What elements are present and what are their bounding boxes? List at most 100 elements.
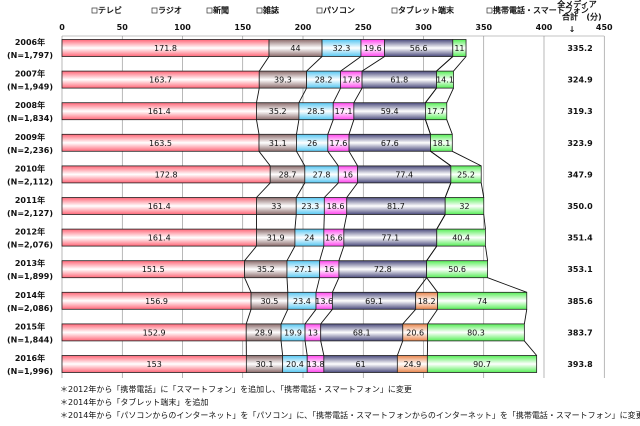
connector-line: [315, 277, 321, 293]
connector-line: [426, 245, 438, 261]
connector-line: [346, 182, 358, 198]
connector-line: [258, 151, 271, 167]
bar-value-label: 35.2: [257, 265, 275, 274]
bar-value-label: 161.4: [148, 202, 171, 211]
connector-line: [430, 150, 452, 167]
bar-segment: [425, 102, 448, 121]
connector-line: [245, 309, 252, 325]
bar-value-label: 31.1: [269, 139, 287, 148]
total-value: 323.9: [567, 139, 593, 148]
category-n: (N=2,076): [7, 241, 53, 250]
category-year: 2006年: [15, 37, 45, 47]
category-year: 2010年: [15, 163, 45, 173]
connector-line: [436, 56, 454, 72]
bar-value-label: 23.4: [293, 297, 311, 306]
category-year: 2011年: [15, 195, 45, 205]
bar-value-label: 74: [477, 297, 487, 306]
category-year: 2012年: [15, 227, 45, 237]
bar-value-label: 35.2: [269, 107, 287, 116]
bar-value-label: 153: [147, 360, 162, 369]
bar-value-label: 24: [304, 234, 314, 243]
bar-value-label: 11: [454, 44, 464, 53]
connector-line: [296, 151, 306, 167]
connector-line: [425, 87, 437, 103]
total-value: 335.2: [567, 44, 592, 53]
legend-swatch: [151, 7, 158, 14]
bar-value-label: 17.1: [335, 107, 353, 116]
bar-value-label: 13: [308, 328, 318, 337]
bar-value-label: 32: [459, 202, 469, 211]
bar-value-label: 77.1: [381, 234, 399, 243]
bar-value-label: 56.6: [410, 44, 428, 53]
bar-value-label: 33: [271, 202, 281, 211]
total-value: 393.8: [567, 360, 593, 369]
connector-line: [332, 87, 341, 103]
connector-line: [280, 309, 289, 325]
category-n: (N=1,996): [7, 367, 53, 376]
category-n: (N=2,236): [7, 146, 53, 155]
total-value: 319.3: [567, 107, 592, 116]
bar-value-label: 80.3: [467, 328, 485, 337]
connector-line: [402, 309, 417, 325]
connector-line: [319, 245, 325, 261]
bar-segment: [450, 165, 482, 184]
bar-segment: [444, 197, 485, 215]
total-arrow: ↓: [569, 25, 576, 34]
bar-segment: [436, 228, 486, 247]
bar-value-label: 25.2: [457, 170, 475, 179]
bar-value-label: 28.9: [255, 328, 273, 337]
category-n: (N=2,086): [7, 304, 53, 313]
connector-line: [244, 277, 252, 293]
connector-line: [258, 56, 270, 72]
bar-value-label: 18.2: [418, 297, 436, 306]
x-tick-label: 400: [536, 23, 553, 32]
legend-label: タブレット端末: [398, 5, 454, 15]
connector-line: [286, 277, 289, 293]
x-tick-label: 450: [596, 23, 613, 32]
x-tick-label: 0: [59, 23, 65, 32]
bar-segment: [427, 323, 525, 342]
bar-value-label: 32.3: [333, 44, 351, 53]
connector-line: [452, 150, 482, 167]
category-year: 2013年: [15, 258, 45, 268]
category-year: 2015年: [15, 321, 45, 331]
bar-value-label: 18.6: [327, 202, 345, 211]
legend-swatch: [486, 7, 493, 14]
x-tick-label: 350: [475, 23, 492, 32]
bar-value-label: 39.3: [274, 76, 292, 85]
bar-segment: [436, 70, 454, 89]
legend-label: ラジオ: [158, 6, 182, 15]
bar-segment: [430, 133, 453, 152]
bar-value-label: 90.7: [473, 360, 491, 369]
bar-value-label: 24.9: [403, 360, 421, 369]
category-year: 2014年: [15, 290, 45, 300]
bar-value-label: 27.8: [313, 170, 331, 179]
bar-value-label: 18.1: [432, 139, 450, 148]
connector-line: [361, 56, 385, 72]
bar-value-label: 171.8: [154, 44, 177, 53]
total-value: 351.4: [567, 234, 593, 243]
connector-line: [396, 340, 404, 356]
total-header: 全メディア: [556, 0, 596, 9]
connector-line: [280, 340, 284, 356]
connector-line: [304, 309, 317, 325]
bar-value-label: 30.5: [261, 297, 279, 306]
x-tick-label: 250: [355, 23, 372, 32]
connector-line: [453, 56, 467, 72]
bar-value-label: 27.1: [294, 265, 312, 274]
connector-line: [444, 182, 452, 198]
connector-line: [298, 87, 308, 103]
connector-line: [427, 309, 438, 325]
connector-line: [340, 56, 362, 72]
legend-swatch: [256, 7, 263, 14]
connector-line: [327, 119, 334, 135]
connector-line: [324, 182, 339, 198]
legend-swatch: [316, 7, 323, 14]
category-n: (N=1,899): [7, 272, 53, 281]
bar-value-label: 69.1: [365, 297, 383, 306]
total-header: 合計: [561, 12, 578, 22]
bar-value-label: 77.4: [395, 170, 413, 179]
connector-line: [425, 119, 431, 135]
connector-line: [331, 277, 340, 293]
connector-line: [487, 277, 527, 293]
